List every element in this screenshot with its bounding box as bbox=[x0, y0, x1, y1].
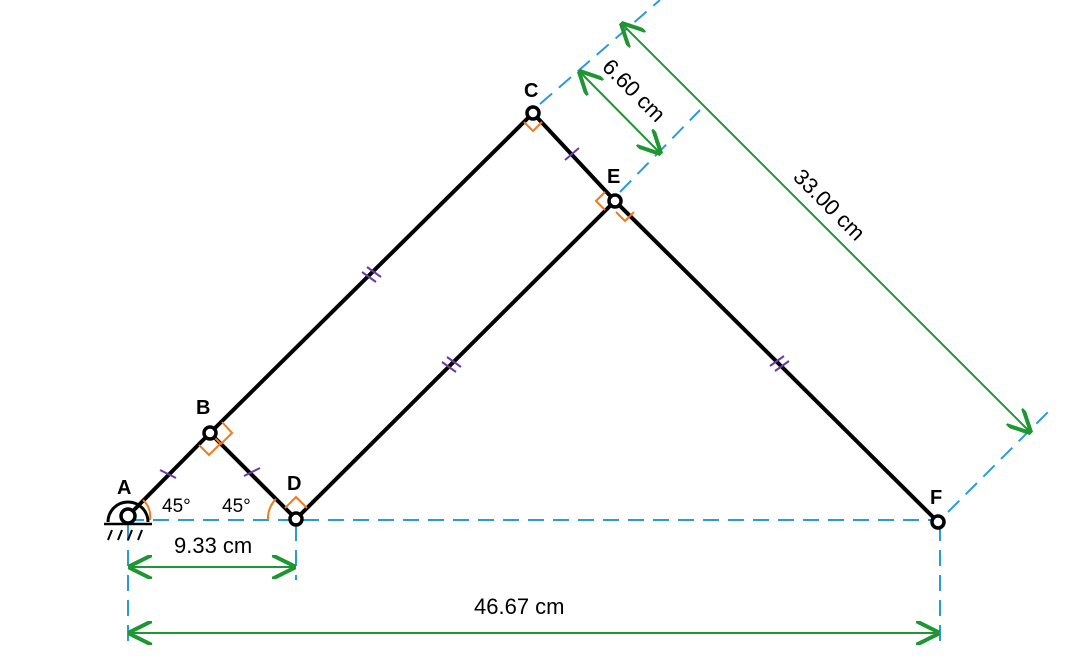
link-CE bbox=[531, 111, 617, 203]
label-A: A bbox=[117, 477, 131, 499]
dimension-label-CE: 6.60 cm bbox=[597, 54, 670, 127]
dimension-line-CF bbox=[622, 24, 1030, 432]
link-BD bbox=[208, 431, 298, 521]
joints bbox=[119, 105, 946, 530]
label-C: C bbox=[524, 80, 538, 102]
angle-label-A: 45° bbox=[162, 496, 191, 517]
joint-D bbox=[288, 511, 304, 527]
tick-double-BC bbox=[361, 266, 382, 283]
angle-label-D: 45° bbox=[222, 496, 251, 517]
right-angle-marks bbox=[198, 121, 635, 509]
angle-arc-D bbox=[266, 498, 277, 521]
right-angle-B bbox=[209, 421, 234, 446]
angle-arc-A bbox=[142, 499, 152, 521]
label-F: F bbox=[930, 487, 942, 509]
dimension-labels: 9.33 cm 46.67 cm 6.60 cm 33.00 cm bbox=[174, 54, 870, 619]
right-angle-E-right bbox=[615, 211, 635, 223]
angle-labels: 45° 45° bbox=[162, 496, 251, 517]
extension-dash-C bbox=[539, 0, 661, 105]
tick-single-AB bbox=[159, 469, 177, 479]
right-angle-D bbox=[284, 495, 308, 509]
tick-double-DE bbox=[441, 356, 462, 373]
angle-arcs bbox=[142, 498, 277, 521]
dimension-label-AD: 9.33 cm bbox=[174, 533, 252, 558]
label-E: E bbox=[607, 166, 620, 188]
label-B: B bbox=[196, 397, 210, 419]
tick-single-BD bbox=[243, 467, 261, 477]
dimension-lines bbox=[130, 24, 1030, 633]
joint-A bbox=[119, 507, 137, 525]
dimension-label-CF: 33.00 cm bbox=[788, 164, 870, 246]
tick-single-CE bbox=[564, 147, 580, 161]
extension-dash-E bbox=[619, 109, 701, 193]
joint-F bbox=[930, 514, 946, 530]
dimension-label-AF: 46.67 cm bbox=[474, 594, 565, 619]
link-DE bbox=[294, 199, 617, 521]
joint-B bbox=[202, 425, 218, 441]
extension-dash-F bbox=[947, 407, 1053, 513]
equal-length-ticks bbox=[159, 147, 790, 479]
joint-C bbox=[525, 105, 541, 121]
point-labels: A B C D E F bbox=[117, 80, 942, 509]
construction-lines bbox=[127, 0, 1053, 645]
right-angle-B-lower bbox=[198, 443, 221, 457]
joint-E bbox=[607, 193, 623, 209]
label-D: D bbox=[287, 473, 301, 495]
right-angle-C bbox=[523, 121, 543, 133]
right-angle-E-left bbox=[594, 191, 606, 211]
link-BC bbox=[208, 111, 535, 435]
tick-double-EF bbox=[769, 355, 790, 372]
